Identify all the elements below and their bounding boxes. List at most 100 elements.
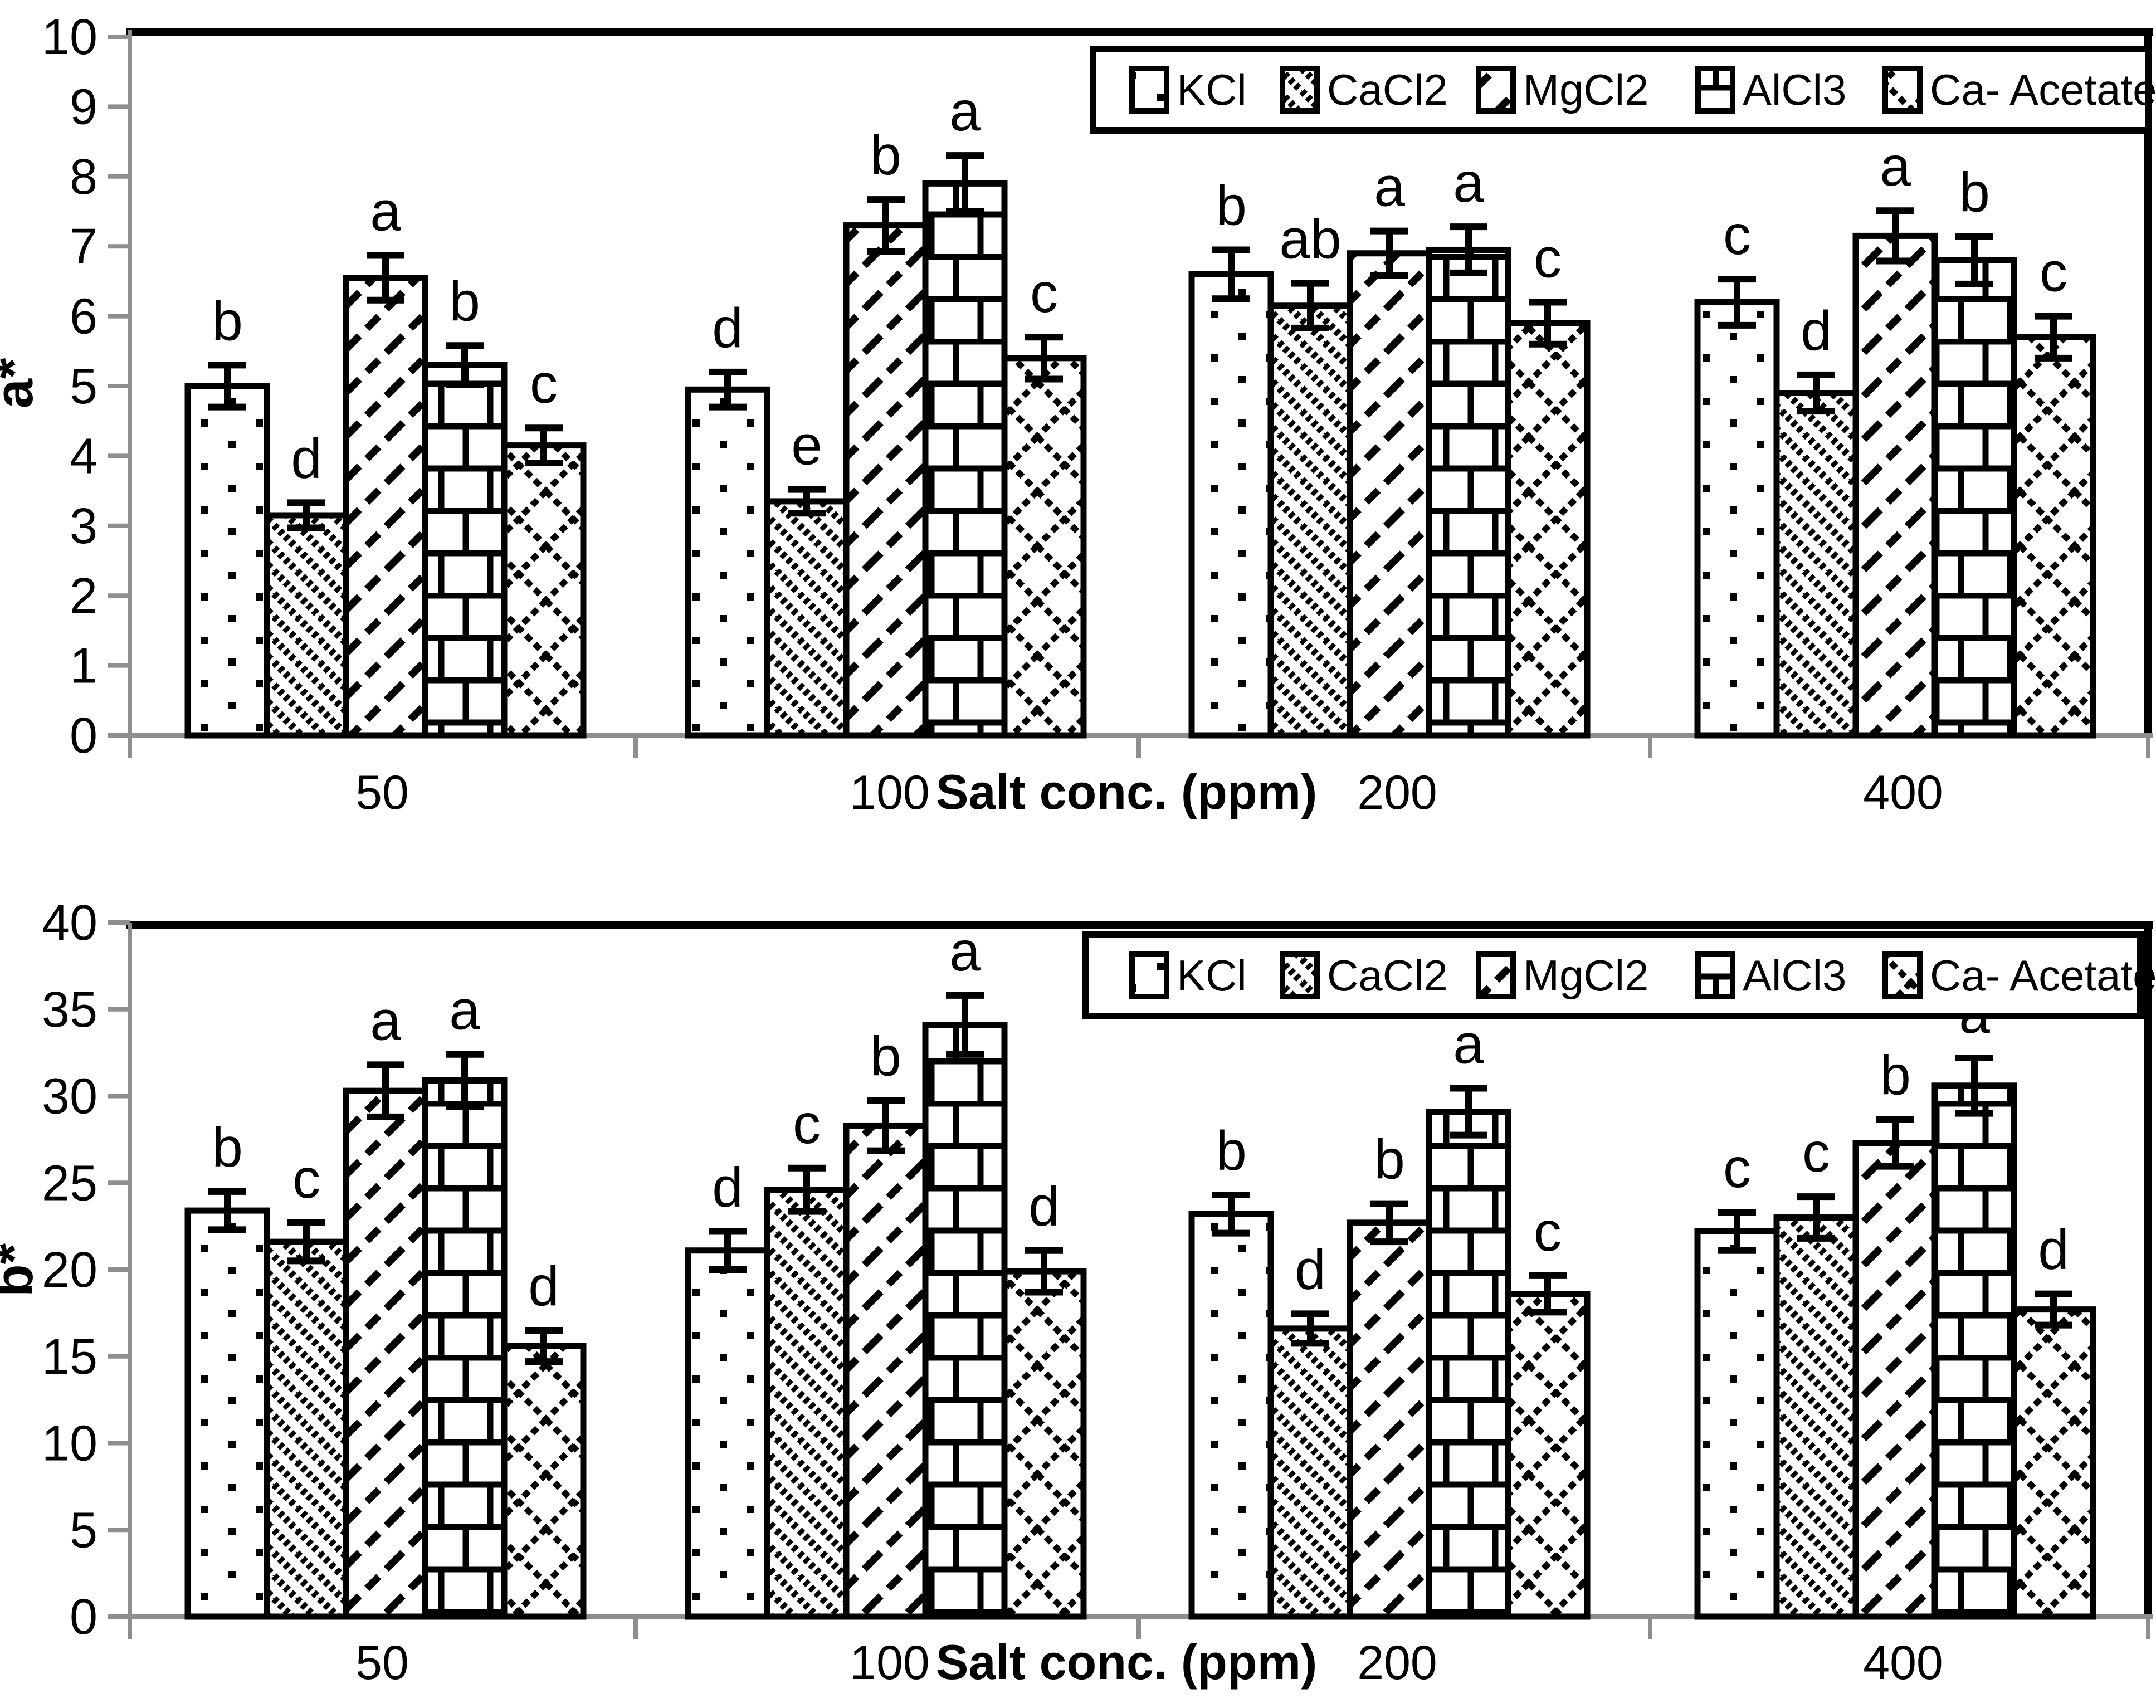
bar xyxy=(422,362,508,739)
y-tick-label: 9 xyxy=(70,79,97,135)
y-tick-label: 5 xyxy=(70,359,97,414)
y-tick-label: 8 xyxy=(70,149,97,205)
error-bar xyxy=(1529,1272,1567,1316)
error-bar xyxy=(525,424,563,466)
bar xyxy=(2011,1306,2096,1620)
error-bar xyxy=(2035,313,2072,362)
dots-pattern-swatch xyxy=(1129,951,1169,999)
bar xyxy=(1931,257,2017,739)
legend-label: CaCl2 xyxy=(1327,951,1448,1000)
diamond-crosshatch-pattern-swatch xyxy=(1882,951,1923,999)
bar xyxy=(764,1187,850,1620)
legend-label: KCl xyxy=(1177,65,1247,114)
y-tick-label: 0 xyxy=(70,708,97,764)
legend-item: KCl xyxy=(1129,951,1247,1000)
error-bar xyxy=(946,992,984,1058)
error-bar xyxy=(287,499,325,531)
significance-letter: b xyxy=(1216,174,1247,237)
bar xyxy=(343,1087,428,1620)
bar xyxy=(1426,246,1511,739)
bar xyxy=(1188,1211,1274,1620)
error-bar xyxy=(1212,246,1250,302)
significance-letter: b xyxy=(870,124,901,187)
legend-label: KCl xyxy=(1177,951,1247,1000)
significance-letter: b xyxy=(449,270,480,333)
error-bar xyxy=(1450,223,1487,276)
error-bar xyxy=(1955,233,1993,287)
error-bar xyxy=(446,342,484,388)
bar xyxy=(922,1022,1008,1620)
significance-letter: a xyxy=(949,80,981,143)
error-bar xyxy=(946,152,984,215)
significance-letter: a xyxy=(449,979,480,1042)
significance-letter: c xyxy=(1802,1121,1830,1184)
y-tick-label: 30 xyxy=(42,1069,97,1125)
x-category-label: 100 xyxy=(850,766,930,819)
bar xyxy=(2011,334,2096,739)
series-ca-acetate: d d c d xyxy=(501,1175,2096,1620)
brick-pattern-swatch xyxy=(1695,66,1735,114)
bar xyxy=(184,1207,270,1620)
bar xyxy=(1773,390,1859,739)
significance-letter: b xyxy=(1959,162,1990,224)
bar xyxy=(501,442,587,739)
significance-letter: d xyxy=(291,427,322,490)
legend-item: CaCl2 xyxy=(1280,65,1448,114)
bar xyxy=(922,180,1008,739)
significance-letter: b xyxy=(1880,1045,1911,1107)
error-bar xyxy=(1876,207,1914,265)
brick-pattern-swatch xyxy=(1695,951,1735,999)
significance-letter: c xyxy=(1723,1137,1751,1199)
error-bar xyxy=(367,252,404,304)
significance-letter: a xyxy=(1453,1013,1484,1075)
significance-letter: d xyxy=(1028,1175,1060,1238)
error-bar xyxy=(1718,1209,1756,1254)
error-bar xyxy=(1955,1054,1993,1117)
significance-letter: c xyxy=(1723,204,1751,266)
bar xyxy=(264,1238,349,1620)
error-bar xyxy=(788,1164,826,1215)
series-mgcl2: aba a xyxy=(343,124,1938,739)
legend-label: MgCl2 xyxy=(1523,65,1648,114)
error-bar xyxy=(709,1228,747,1273)
series-alcl3: aaaa xyxy=(422,920,2017,1620)
error-bar xyxy=(1529,299,1567,348)
bar xyxy=(1001,1268,1087,1620)
error-bar xyxy=(1212,1192,1250,1237)
bar xyxy=(1505,1291,1591,1620)
error-bar xyxy=(867,196,905,255)
diagonal-dash-pattern-swatch xyxy=(1476,66,1516,114)
bar xyxy=(1852,232,1938,739)
error-bar xyxy=(208,1188,246,1233)
error-bar xyxy=(367,1061,404,1120)
legend-label: Ca- Acetate xyxy=(1930,65,2156,114)
legend-label: Ca- Acetate xyxy=(1930,951,2156,1000)
y-tick-label: 40 xyxy=(42,895,97,951)
bar xyxy=(1505,320,1591,739)
legend-item: AlCl3 xyxy=(1695,951,1846,1000)
error-bar xyxy=(1370,1200,1408,1246)
error-bar xyxy=(867,1097,905,1154)
significance-letter: a xyxy=(1453,152,1484,214)
y-tick-label: 6 xyxy=(70,289,97,345)
x-category-label: 100 xyxy=(850,1636,930,1690)
bar xyxy=(843,1122,929,1620)
legend-label: CaCl2 xyxy=(1327,65,1448,114)
significance-letter: e xyxy=(791,414,822,477)
bar xyxy=(1426,1109,1511,1620)
significance-letter: d xyxy=(1801,300,1832,362)
x-axis-title: Salt conc. (ppm) xyxy=(936,1634,1318,1690)
bar xyxy=(264,512,349,739)
y-tick-label: 10 xyxy=(42,1416,97,1472)
y-tick-label: 15 xyxy=(42,1329,97,1385)
significance-letter: c xyxy=(2040,241,2067,304)
error-bar xyxy=(1370,227,1408,279)
bar xyxy=(1852,1140,1938,1620)
error-bar xyxy=(1876,1116,1914,1170)
y-tick-label: 1 xyxy=(70,638,97,694)
bar xyxy=(1347,1219,1432,1620)
